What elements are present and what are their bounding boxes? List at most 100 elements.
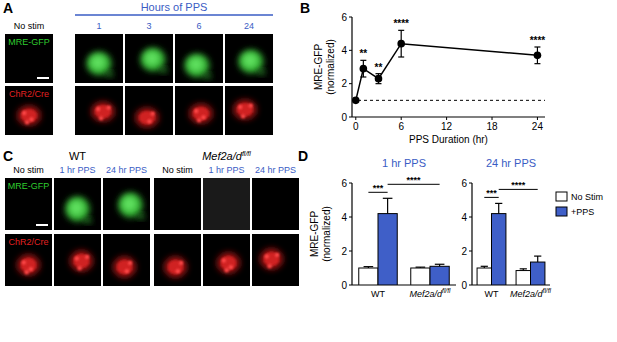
chr2-punctum bbox=[224, 268, 228, 272]
chr2-punctum bbox=[267, 264, 271, 268]
error-bar-cap bbox=[481, 266, 488, 267]
bar bbox=[492, 214, 506, 285]
gfp-cell bbox=[185, 54, 210, 78]
cre-nucleus bbox=[217, 253, 240, 274]
column-header: No stim bbox=[162, 165, 193, 175]
axis-title: PPS Duration (hr) bbox=[409, 134, 488, 145]
error-bar bbox=[360, 60, 366, 77]
chr2-punctum bbox=[24, 270, 28, 274]
significance-label: **** bbox=[511, 180, 526, 190]
chr2-punctum bbox=[29, 267, 33, 271]
micrograph bbox=[103, 234, 150, 286]
x-tick-label: 0 bbox=[353, 121, 359, 132]
gfp-cell-core bbox=[90, 55, 105, 70]
axis-title: (normalized) bbox=[325, 39, 336, 95]
micrograph-background bbox=[103, 178, 150, 230]
y-tick-label: 4 bbox=[341, 212, 347, 223]
micrograph-background bbox=[154, 178, 201, 230]
panel-label: C bbox=[3, 148, 13, 164]
cre-nucleus bbox=[70, 251, 93, 272]
y-tick bbox=[349, 50, 352, 51]
significance-label: ** bbox=[375, 62, 383, 73]
y-tick-label: 2 bbox=[341, 78, 347, 89]
series-line bbox=[356, 44, 538, 101]
cre-nucleus-core bbox=[95, 105, 110, 118]
error-bar-cap bbox=[360, 76, 366, 77]
micrograph-background bbox=[5, 178, 52, 230]
error-bar bbox=[398, 30, 404, 57]
chr2-punctum bbox=[22, 111, 26, 115]
y-tick-label: 0 bbox=[461, 280, 467, 291]
cre-nucleus bbox=[260, 249, 283, 270]
significance-label: **** bbox=[530, 35, 546, 46]
y-tick bbox=[349, 17, 352, 18]
chart-title: 24 hr PPS bbox=[486, 157, 536, 169]
micrograph-background bbox=[103, 234, 150, 286]
error-bar-cap bbox=[520, 268, 527, 269]
category-name: WT bbox=[371, 289, 385, 299]
error-bar-cap bbox=[534, 46, 540, 47]
gfp-process bbox=[106, 72, 114, 77]
micrograph-background bbox=[175, 86, 223, 135]
legend-label: +PPS bbox=[571, 207, 594, 217]
axis-title: MRE-GFP bbox=[309, 211, 320, 257]
error-bar-cap bbox=[416, 267, 426, 268]
column-header: No stim bbox=[13, 165, 44, 175]
scale-bar bbox=[37, 77, 49, 79]
bar bbox=[531, 262, 545, 285]
error-bar bbox=[520, 269, 527, 271]
cre-nucleus-core bbox=[193, 107, 208, 120]
micrograph bbox=[175, 34, 223, 83]
x-tick bbox=[537, 117, 538, 120]
y-tick bbox=[469, 217, 472, 218]
cre-nucleus-core bbox=[139, 111, 154, 124]
error-bar bbox=[383, 198, 393, 213]
chr2-punctum bbox=[22, 260, 26, 264]
gfp-cell-core bbox=[122, 196, 137, 212]
plot-area bbox=[477, 203, 545, 285]
chr2-punctum bbox=[176, 269, 180, 273]
cre-nucleus-core bbox=[237, 103, 252, 116]
gfp-process bbox=[137, 214, 145, 219]
category-superscript: fl/fl bbox=[442, 287, 451, 294]
micrograph bbox=[252, 234, 299, 286]
plot-area bbox=[359, 198, 449, 285]
group-header: Mef2a/dfl/fl bbox=[202, 150, 251, 162]
reference-line bbox=[352, 100, 545, 101]
y-tick-label: 4 bbox=[341, 45, 347, 56]
cre-nucleus-core bbox=[117, 260, 132, 274]
error-bar-cap bbox=[495, 203, 502, 204]
gfp-cell bbox=[239, 50, 264, 74]
y-tick-label: 6 bbox=[341, 178, 347, 189]
micrograph-background bbox=[225, 34, 273, 83]
micrograph-background bbox=[175, 34, 223, 83]
significance-label: *** bbox=[373, 183, 384, 193]
gfp-cell-core bbox=[69, 200, 84, 216]
chr2-punctum bbox=[96, 107, 100, 111]
cre-nucleus-core bbox=[168, 260, 183, 274]
y-tick-label: 4 bbox=[461, 212, 467, 223]
chr2-punctum bbox=[107, 105, 111, 109]
gfp-cell-core bbox=[188, 57, 203, 72]
axis-title: MRE-GFP bbox=[313, 44, 324, 90]
micrograph-background bbox=[54, 178, 101, 230]
cre-nucleus bbox=[17, 255, 40, 276]
micrograph bbox=[5, 86, 53, 135]
significance-label: *** bbox=[486, 188, 497, 198]
group-name: WT bbox=[69, 150, 86, 162]
micrograph bbox=[75, 86, 123, 135]
micrograph bbox=[125, 86, 173, 135]
micrograph bbox=[54, 234, 101, 286]
chr2-punctum bbox=[241, 114, 245, 118]
x-axis bbox=[352, 116, 545, 117]
bar bbox=[411, 268, 430, 285]
error-bar bbox=[534, 256, 541, 262]
row-label: MRE-GFP bbox=[8, 181, 50, 191]
bar bbox=[430, 266, 449, 285]
category-name: WT bbox=[485, 289, 499, 299]
bar bbox=[477, 268, 491, 285]
column-header: No stim bbox=[14, 21, 45, 31]
micrograph bbox=[125, 34, 173, 83]
micrograph bbox=[54, 178, 101, 230]
chr2-punctum bbox=[99, 116, 103, 120]
